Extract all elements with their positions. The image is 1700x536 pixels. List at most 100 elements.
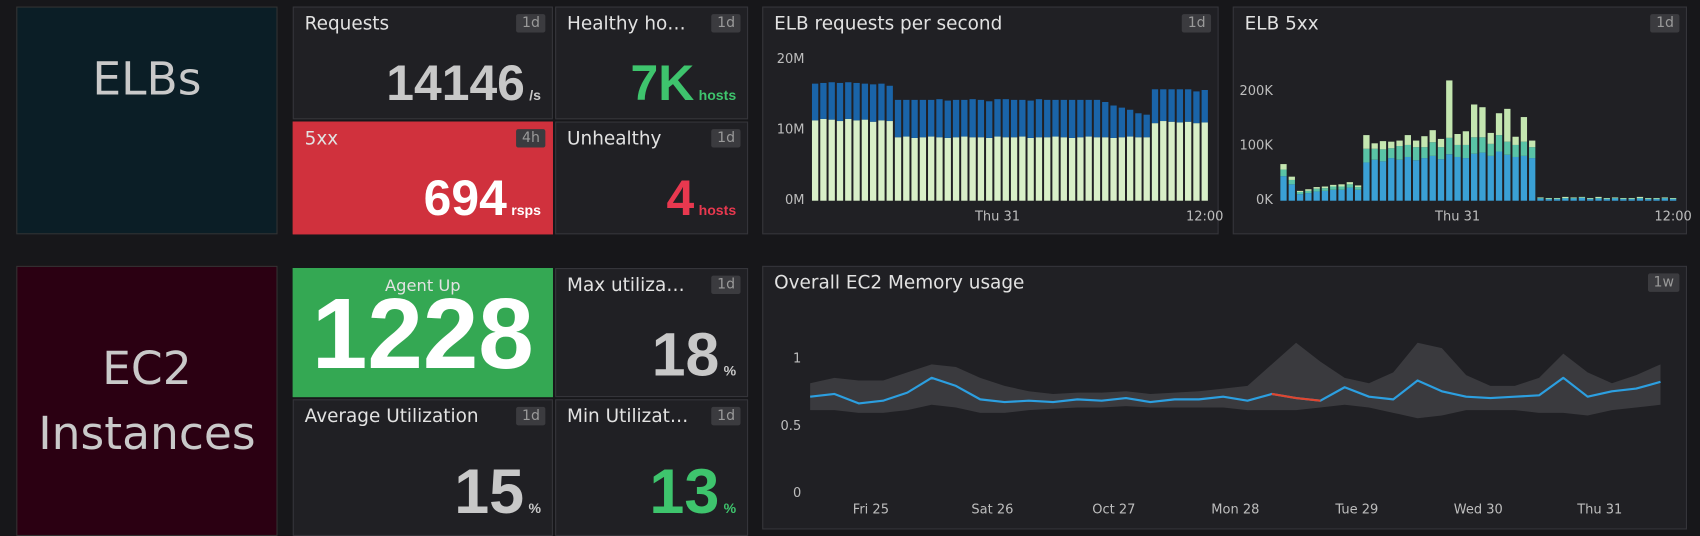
bar-segment <box>1578 197 1586 201</box>
bar-segment <box>1562 196 1569 198</box>
timeframe-badge: 1d <box>711 275 741 295</box>
x-tick-label: Mon 28 <box>1211 502 1259 517</box>
bar-segment <box>994 99 1001 137</box>
bar-segment <box>1288 184 1295 201</box>
bar-segment <box>1118 107 1125 138</box>
bar-segment <box>870 84 877 122</box>
tile-value-row: 4 hosts <box>666 168 736 227</box>
bar-segment <box>1371 143 1378 149</box>
bar-segment <box>1396 146 1403 160</box>
bar-segment <box>1346 187 1353 201</box>
bar-segment <box>1363 135 1370 149</box>
bar-segment <box>1620 199 1627 201</box>
bar-segment <box>1487 143 1494 156</box>
bar-segment <box>1628 197 1635 199</box>
tile-value-row: 694 rsps <box>424 168 541 227</box>
bar-segment <box>1201 90 1208 123</box>
bar-segment <box>1512 136 1519 145</box>
x-tick-label: Thu 31 <box>1434 209 1480 224</box>
x-tick-label: 12:00 <box>1186 209 1223 224</box>
bar-segment <box>1504 108 1511 142</box>
bar-segment <box>1305 189 1312 191</box>
bar-segment <box>1578 196 1586 198</box>
bar-segment <box>1388 158 1395 201</box>
bar-segment <box>1151 89 1159 124</box>
bar-segment <box>1388 148 1395 159</box>
bar-segment <box>1363 148 1370 163</box>
bar-segment <box>1446 154 1453 201</box>
bar-segment <box>1446 137 1453 155</box>
bar-segment <box>1176 122 1184 201</box>
bar-segment <box>1603 197 1610 199</box>
bar-segment <box>1110 137 1117 201</box>
bar-segment <box>1288 179 1295 185</box>
bar-segment <box>1595 197 1602 199</box>
bar-segment <box>1035 99 1043 138</box>
bar-segment <box>903 99 910 137</box>
bar-segment <box>1019 136 1026 201</box>
bar-segment <box>1193 91 1200 124</box>
bar-segment <box>811 120 819 201</box>
bar-segment <box>952 99 960 138</box>
bar-segment <box>1520 141 1528 156</box>
tile-unit: % <box>723 362 737 379</box>
bar-segment <box>1305 193 1312 201</box>
timeframe-badge: 4h <box>516 129 546 148</box>
bar-segment <box>1595 196 1602 198</box>
bar-segment <box>1280 176 1287 201</box>
tile-value-row: 15% <box>454 456 541 529</box>
bar-segment <box>820 118 827 201</box>
tile-value: 15 <box>454 456 525 528</box>
bar-segment <box>1636 198 1644 201</box>
bar-segment <box>1529 147 1536 159</box>
bar-segment <box>1396 159 1403 201</box>
bar-segment <box>828 82 835 120</box>
timeframe-badge: 1d <box>516 406 546 426</box>
bar-segment <box>1479 137 1486 153</box>
bar-segment <box>1545 199 1552 201</box>
bar-segment <box>886 121 893 201</box>
bar-segment <box>1512 156 1519 201</box>
bar-segment <box>1126 136 1134 201</box>
bar-segment <box>1404 156 1411 201</box>
bar-segment <box>1330 186 1337 190</box>
bar-segment <box>1653 199 1660 201</box>
bar-segment <box>1620 198 1627 200</box>
bar-segment <box>1068 99 1076 138</box>
bar-segment <box>1437 159 1445 201</box>
tile-unit: % <box>723 500 737 517</box>
tile-value-row: 18% <box>652 319 736 390</box>
group-label: ELBs <box>16 6 278 235</box>
bar-segment <box>1553 199 1561 201</box>
bar-segment <box>861 83 869 120</box>
bar-segment <box>1529 140 1536 148</box>
tile-unit: /s <box>529 86 542 104</box>
bar-segment <box>853 120 860 201</box>
tile-title: Requests <box>304 13 390 35</box>
bar-segment <box>1628 199 1635 201</box>
bar-segment <box>1611 198 1619 201</box>
bar-segment <box>1421 158 1428 201</box>
bar-segment <box>1545 197 1552 199</box>
bar-segment <box>1060 99 1067 138</box>
bar-segment <box>977 137 985 201</box>
bar-segment <box>1495 135 1503 152</box>
x-tick-label: Thu 31 <box>974 209 1020 224</box>
bar-segment <box>1321 186 1329 189</box>
bar-segment <box>1060 137 1067 201</box>
bar-segment <box>1143 114 1150 138</box>
bar-segment <box>894 99 902 138</box>
bar-segment <box>1296 190 1304 192</box>
bar-segment <box>1085 136 1092 201</box>
tile-value: 694 <box>423 169 507 226</box>
chart-title: Overall EC2 Memory usage <box>774 272 1025 295</box>
tile: Agent Up 1228 <box>292 267 553 398</box>
bar-segment <box>1661 197 1668 198</box>
y-tick-label: 200K <box>1240 84 1274 99</box>
bar-segment <box>1321 188 1329 191</box>
tile-value-row: 1228 <box>294 278 552 392</box>
tile-title: Agent Up <box>385 275 461 296</box>
timeframe-badge: 1w <box>1648 273 1680 292</box>
